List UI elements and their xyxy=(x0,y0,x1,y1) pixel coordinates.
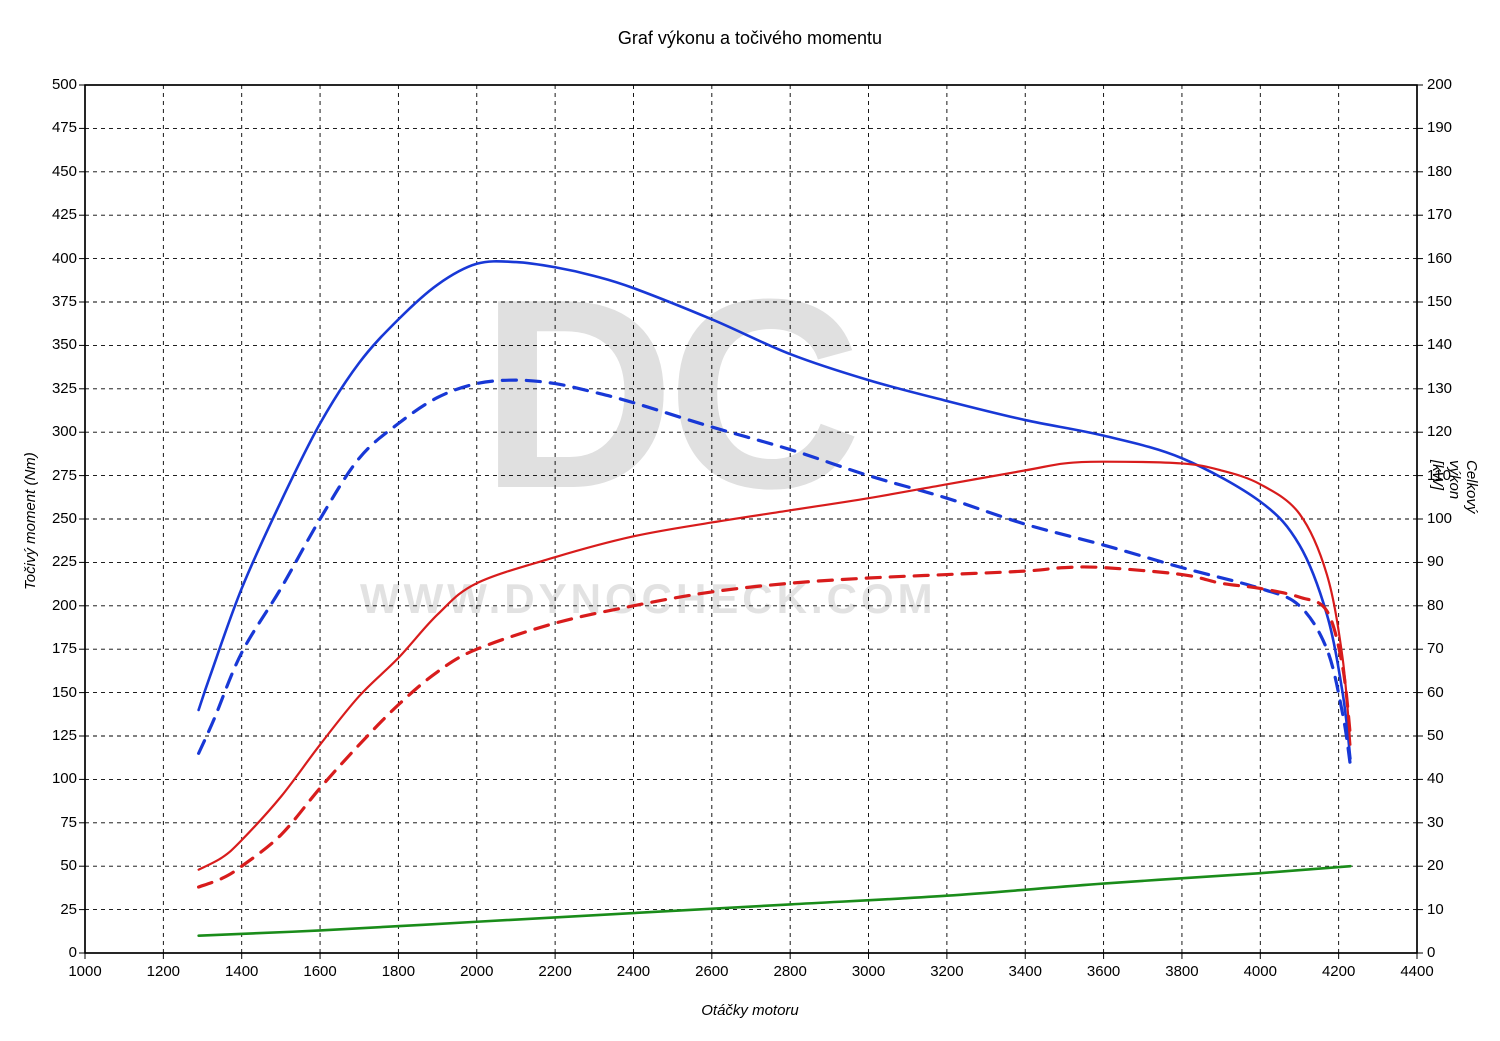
x-tick: 3000 xyxy=(849,963,889,980)
y-right-tick: 160 xyxy=(1427,250,1467,267)
y-left-tick: 175 xyxy=(37,640,77,657)
y-right-tick: 200 xyxy=(1427,76,1467,93)
y-left-tick: 200 xyxy=(37,597,77,614)
y-left-tick: 250 xyxy=(37,510,77,527)
y-right-tick: 90 xyxy=(1427,553,1467,570)
y-left-tick: 475 xyxy=(37,119,77,136)
y-left-tick: 400 xyxy=(37,250,77,267)
y-left-tick: 275 xyxy=(37,467,77,484)
x-tick: 1600 xyxy=(300,963,340,980)
y-right-tick: 20 xyxy=(1427,857,1467,874)
y-right-tick: 190 xyxy=(1427,119,1467,136)
y-right-tick: 180 xyxy=(1427,163,1467,180)
chart-container: Graf výkonu a točivého momentu DC WWW.DY… xyxy=(0,0,1500,1041)
y-right-tick: 40 xyxy=(1427,770,1467,787)
series-green xyxy=(199,866,1351,935)
y-right-tick: 170 xyxy=(1427,206,1467,223)
y-left-tick: 325 xyxy=(37,380,77,397)
x-tick: 3400 xyxy=(1005,963,1045,980)
x-axis-label: Otáčky motoru xyxy=(0,1002,1500,1019)
x-tick: 2400 xyxy=(613,963,653,980)
x-tick: 2600 xyxy=(692,963,732,980)
y-right-tick: 120 xyxy=(1427,423,1467,440)
x-tick: 2200 xyxy=(535,963,575,980)
x-tick: 3200 xyxy=(927,963,967,980)
y-right-tick: 60 xyxy=(1427,684,1467,701)
y-left-tick: 75 xyxy=(37,814,77,831)
y-left-tick: 375 xyxy=(37,293,77,310)
x-tick: 4400 xyxy=(1397,963,1437,980)
y-left-tick: 100 xyxy=(37,770,77,787)
y-left-tick: 300 xyxy=(37,423,77,440)
y-right-tick: 140 xyxy=(1427,336,1467,353)
y-right-tick: 80 xyxy=(1427,597,1467,614)
y-left-tick: 500 xyxy=(37,76,77,93)
y-left-tick: 150 xyxy=(37,684,77,701)
y-right-tick: 70 xyxy=(1427,640,1467,657)
series-power_solid xyxy=(199,462,1351,870)
x-tick: 1000 xyxy=(65,963,105,980)
y-right-tick: 50 xyxy=(1427,727,1467,744)
y-left-tick: 25 xyxy=(37,901,77,918)
y-right-tick: 10 xyxy=(1427,901,1467,918)
y-left-tick: 350 xyxy=(37,336,77,353)
x-tick: 3800 xyxy=(1162,963,1202,980)
y-right-tick: 100 xyxy=(1427,510,1467,527)
x-tick: 1400 xyxy=(222,963,262,980)
y-right-tick: 30 xyxy=(1427,814,1467,831)
x-tick: 3600 xyxy=(1084,963,1124,980)
y-left-tick: 425 xyxy=(37,206,77,223)
y-left-tick: 0 xyxy=(37,944,77,961)
x-tick: 1200 xyxy=(143,963,183,980)
x-tick: 1800 xyxy=(378,963,418,980)
x-tick: 4000 xyxy=(1240,963,1280,980)
series-power_dashed xyxy=(199,567,1351,887)
y-right-tick: 0 xyxy=(1427,944,1467,961)
x-tick: 4200 xyxy=(1319,963,1359,980)
x-tick: 2800 xyxy=(770,963,810,980)
y-right-tick: 130 xyxy=(1427,380,1467,397)
chart-svg xyxy=(0,0,1500,1041)
y-left-tick: 125 xyxy=(37,727,77,744)
y-right-tick: 150 xyxy=(1427,293,1467,310)
y-right-tick: 110 xyxy=(1427,467,1467,484)
y-left-tick: 450 xyxy=(37,163,77,180)
x-tick: 2000 xyxy=(457,963,497,980)
y-left-tick: 225 xyxy=(37,553,77,570)
y-left-tick: 50 xyxy=(37,857,77,874)
